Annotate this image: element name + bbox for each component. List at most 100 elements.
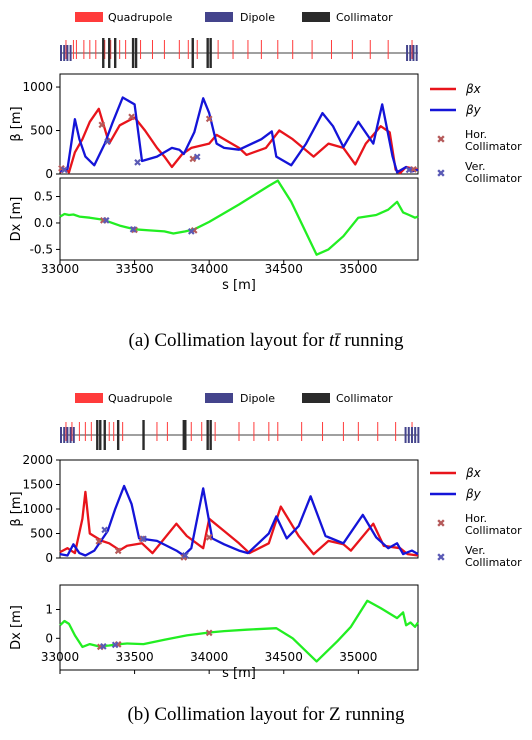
hor-collimator-marker: ✖: [98, 120, 106, 131]
legend-swatch-quadrupole: [75, 12, 103, 22]
caption-a-math: tt̄: [329, 330, 340, 351]
dipole-mark: [63, 45, 66, 61]
hor-collimator-marker: ✖: [95, 537, 103, 548]
collimator-mark: [99, 420, 102, 450]
collimator-mark: [142, 420, 145, 450]
legend-label-beta-y: βy: [465, 103, 482, 117]
legend-label-hor-1: Hor.: [465, 512, 487, 525]
legend-marker-ver: ✖: [436, 167, 445, 180]
ver-collimator-marker: ✖: [133, 158, 141, 169]
beta-ytick-label: 500: [30, 527, 53, 541]
legend-swatch-collimator: [302, 12, 330, 22]
hor-collimator-marker: ✖: [190, 226, 198, 237]
collimator-mark: [191, 38, 194, 68]
dipole-mark: [60, 427, 62, 443]
dipole-mark: [414, 427, 417, 443]
ver-collimator-marker: ✖: [104, 137, 112, 148]
x-tick-label: 35000: [339, 650, 377, 664]
legend-swatch-dipole: [205, 12, 233, 22]
x-tick-label: 34000: [190, 650, 228, 664]
dispersion-ytick-label: 1: [45, 602, 53, 616]
dipole-mark: [410, 427, 413, 443]
legend-label-dipole: Dipole: [240, 11, 275, 24]
legend-label-quadrupole: Quadrupole: [108, 392, 173, 405]
collimator-mark: [113, 38, 117, 68]
hor-collimator-marker: ✖: [99, 216, 107, 227]
legend-label-hor-2: Collimator: [465, 140, 522, 153]
legend-label-hor-1: Hor.: [465, 128, 487, 141]
x-tick-label: 34500: [265, 262, 303, 276]
legend-marker-hor: ✖: [436, 517, 445, 530]
legend-marker-hor: ✖: [436, 133, 445, 146]
dispersion-ytick-label: 0.0: [34, 216, 53, 230]
collimator-mark: [102, 38, 105, 68]
ver-collimator-marker: ✖: [405, 166, 413, 177]
legend-label-beta-x: βx: [465, 466, 482, 480]
side-legend-a: βx βy ✖ Hor. Collimator ✖ Ver. Collimato…: [430, 82, 522, 185]
ver-collimator-marker: ✖: [193, 153, 201, 164]
x-tick-label: 33500: [115, 262, 153, 276]
legend-label-ver-2: Collimator: [465, 172, 522, 185]
dipole-mark: [417, 427, 420, 443]
dipole-mark: [66, 45, 69, 61]
legend-label-ver-1: Ver.: [465, 544, 485, 557]
beta-ytick-label: 0: [45, 167, 53, 181]
panel-b: Quadrupole Dipole Collimator 0 500 1000 150…: [9, 392, 522, 681]
dispersion-axes-frame: [59, 584, 419, 671]
dipole-mark: [406, 45, 409, 61]
legend-label-dipole: Dipole: [240, 392, 275, 405]
lattice-layout-a: [60, 38, 418, 68]
hor-collimator-marker: ✖: [205, 533, 213, 544]
dipole-mark: [415, 45, 418, 61]
hor-collimator-marker: ✖: [130, 225, 138, 236]
beta-ytick-label: 2000: [22, 453, 53, 467]
legend-label-hor-2: Collimator: [465, 524, 522, 537]
hor-collimator-marker: ✖: [114, 640, 122, 651]
hor-collimator-marker: ✖: [96, 642, 104, 653]
dipole-mark: [60, 45, 62, 61]
dipole-mark: [66, 427, 69, 443]
lattice-layout-b: [60, 420, 420, 450]
x-tick-label: 34000: [190, 262, 228, 276]
dipole-mark: [63, 427, 66, 443]
legend-label-ver-2: Collimator: [465, 556, 522, 569]
legend-label-collimator: Collimator: [336, 11, 393, 24]
beta-ytick-label: 1000: [22, 80, 53, 94]
hor-collimator-marker: ✖: [138, 534, 146, 545]
dipole-mark: [412, 45, 415, 61]
panel-a: Quadrupole Dipole Collimator 0 500 1000 β […: [9, 11, 522, 293]
x-tick-label: 33000: [41, 262, 79, 276]
x-axis-label: s [m]: [222, 278, 256, 293]
dipole-mark: [404, 427, 407, 443]
x-tick-label: 34500: [265, 650, 303, 664]
beta-ytick-label: 0: [45, 551, 53, 565]
legend-label-collimator: Collimator: [336, 392, 393, 405]
top-legend-a: Quadrupole Dipole Collimator: [75, 11, 393, 24]
legend-label-ver-1: Ver.: [465, 160, 485, 173]
side-legend-b: βx βy ✖ Hor. Collimator ✖ Ver. Collimato…: [430, 466, 522, 569]
legend-marker-ver: ✖: [436, 551, 445, 564]
ver-collimator-marker: ✖: [181, 551, 189, 562]
caption-a: (a) Collimation layout for tt̄ running: [0, 330, 532, 352]
legend-swatch-dipole: [205, 393, 233, 403]
collimator-mark: [96, 420, 99, 450]
dipole-mark: [72, 427, 75, 443]
hor-collimator-marker: ✖: [189, 154, 197, 165]
ver-collimator-marker: ✖: [187, 227, 195, 238]
dipole-mark: [409, 45, 412, 61]
beta-ytick-label: 500: [30, 124, 53, 138]
collimator-mark: [209, 38, 212, 68]
beta-y-line: [59, 96, 419, 174]
collimator-mark: [108, 38, 111, 68]
legend-label-quadrupole: Quadrupole: [108, 11, 173, 24]
legend-label-beta-x: βx: [465, 82, 482, 96]
hor-collimator-marker: ✖: [409, 165, 417, 176]
hor-collimator-marker: ✖: [114, 547, 122, 558]
ver-collimator-marker: ✖: [102, 216, 110, 227]
beta-ylabel: β [m]: [9, 106, 24, 141]
dispersion-line: [59, 179, 419, 256]
x-tick-label: 33500: [115, 650, 153, 664]
